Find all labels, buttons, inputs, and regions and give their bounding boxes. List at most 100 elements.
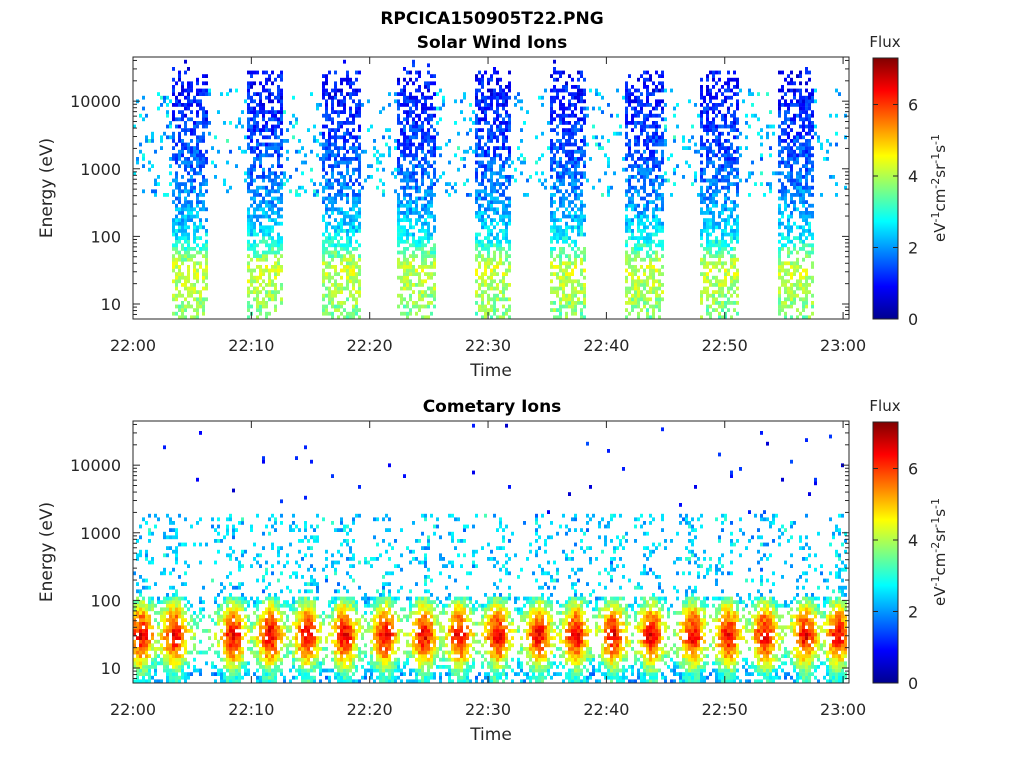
panel-1-heat-cell	[616, 132, 619, 136]
panel-1-heat-cell	[739, 179, 742, 183]
panel-1-heat-cell	[493, 279, 496, 283]
panel-1-heat-cell	[505, 269, 508, 273]
panel-1-heat-cell	[256, 215, 259, 219]
panel-1-heat-cell	[259, 92, 262, 96]
panel-1-heat-cell	[262, 215, 265, 219]
panel-1-heat-cell	[502, 135, 505, 139]
panel-1-heat-cell	[637, 143, 640, 147]
panel-1-heat-cell	[346, 229, 349, 233]
panel-1-heat-cell	[259, 175, 262, 179]
panel-1-heat-cell	[634, 283, 637, 287]
panel-1-heat-cell	[280, 193, 283, 197]
panel-1-heat-cell	[508, 211, 511, 215]
panel-1-heat-cell	[322, 143, 325, 147]
panel-1-heat-cell	[475, 78, 478, 82]
panel-1-heat-cell	[634, 96, 637, 100]
panel-1-heat-cell	[199, 153, 202, 157]
panel-1-heat-cell	[421, 150, 424, 154]
panel-1-heat-cell	[703, 279, 706, 283]
panel-1-heat-cell	[730, 247, 733, 251]
panel-1-heat-cell	[700, 207, 703, 211]
panel-1-heat-cell	[205, 240, 208, 244]
panel-1-heat-cell	[208, 132, 211, 136]
panel-1-heat-cell	[187, 117, 190, 121]
panel-1-heat-cell	[259, 265, 262, 269]
panel-1-heat-cell	[481, 175, 484, 179]
panel-1-heat-cell	[565, 139, 568, 143]
panel-1-heat-cell	[625, 243, 628, 247]
panel-1-heat-cell	[550, 74, 553, 78]
panel-1-heat-cell	[478, 121, 481, 125]
panel-1-heat-cell	[505, 146, 508, 150]
panel-1-heat-cell	[787, 269, 790, 273]
panel-1-heat-cell	[700, 117, 703, 121]
panel-1-heat-cell	[481, 258, 484, 262]
panel-1-heat-cell	[265, 189, 268, 193]
panel-1-heat-cell	[574, 287, 577, 291]
panel-1-heat-cell	[493, 117, 496, 121]
panel-1-heat-cell	[193, 229, 196, 233]
panel-1-heat-cell	[625, 135, 628, 139]
panel-1-heat-cell	[526, 193, 529, 197]
panel-1-heat-cell	[502, 236, 505, 240]
panel-1-heat-cell	[505, 287, 508, 291]
panel-1-heat-cell	[799, 135, 802, 139]
panel-1-heat-cell	[352, 218, 355, 222]
panel-1-heat-cell	[487, 103, 490, 107]
panel-1-heat-cell	[187, 240, 190, 244]
panel-1-heat-cell	[796, 99, 799, 103]
panel-1-heat-cell	[322, 81, 325, 85]
panel-1-heat-cell	[400, 229, 403, 233]
panel-1-heat-cell	[427, 175, 430, 179]
panel-1-heat-cell	[550, 225, 553, 229]
panel-1-heat-cell	[784, 186, 787, 190]
panel-1-heat-cell	[187, 200, 190, 204]
panel-1-heat-cell	[811, 168, 814, 172]
panel-1-heat-cell	[487, 301, 490, 305]
panel-1-heat-cell	[313, 125, 316, 129]
panel-1-heat-cell	[427, 200, 430, 204]
panel-1-heat-cell	[649, 247, 652, 251]
panel-1-heat-cell	[571, 143, 574, 147]
panel-1-heat-cell	[559, 143, 562, 147]
panel-1-heat-cell	[343, 243, 346, 247]
panel-1-heat-cell	[568, 301, 571, 305]
panel-1-heat-cell	[811, 215, 814, 219]
panel-1-heat-cell	[784, 305, 787, 309]
panel-1-heat-cell	[580, 71, 583, 75]
panel-1-heat-cell	[556, 164, 559, 168]
panel-1-heat-cell	[721, 211, 724, 215]
panel-1-heat-cell	[580, 193, 583, 197]
panel-1-heat-cell	[250, 276, 253, 280]
panel-1-heat-cell	[196, 305, 199, 309]
panel-1-heat-cell	[454, 182, 457, 186]
panel-1-heat-cell	[565, 305, 568, 309]
panel-1-heat-cell	[346, 157, 349, 161]
panel-1-heat-cell	[502, 143, 505, 147]
panel-1-heat-cell	[505, 175, 508, 179]
panel-1-heat-cell	[196, 272, 199, 276]
panel-1-heat-cell	[808, 204, 811, 208]
panel-1-heat-cell	[580, 269, 583, 273]
panel-1-heat-cell	[709, 207, 712, 211]
panel-1-heat-cell	[733, 247, 736, 251]
panel-1-heat-cell	[259, 110, 262, 114]
panel-1-heat-cell	[283, 139, 286, 143]
panel-1-heat-cell	[595, 135, 598, 139]
panel-1-heat-cell	[502, 92, 505, 96]
panel-1-heat-cell	[655, 233, 658, 237]
panel-1-heat-cell	[319, 182, 322, 186]
panel-1-heat-cell	[835, 143, 838, 147]
panel-1-heat-cell	[406, 96, 409, 100]
panel-1-heat-cell	[811, 193, 814, 197]
panel-1-heat-cell	[781, 161, 784, 165]
panel-1-heat-cell	[631, 99, 634, 103]
panel-1-heat-cell	[265, 265, 268, 269]
panel-1-heat-cell	[199, 92, 202, 96]
panel-1-heat-cell	[805, 107, 808, 111]
panel-1-heat-cell	[805, 139, 808, 143]
panel-1-heat-cell	[502, 272, 505, 276]
panel-1-heat-cell	[706, 204, 709, 208]
panel-1-heat-cell	[424, 279, 427, 283]
panel-1-heat-cell	[499, 103, 502, 107]
